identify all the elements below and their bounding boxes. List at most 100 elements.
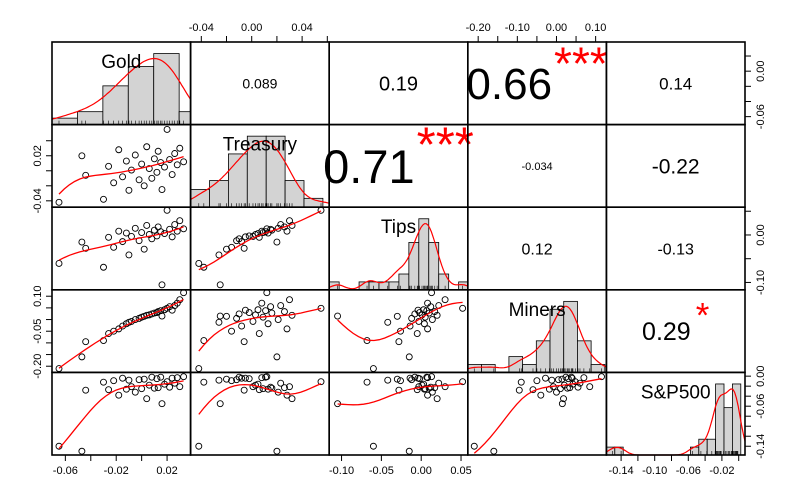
scatter-point <box>100 378 107 386</box>
scatter-point <box>490 447 498 455</box>
scatter-point <box>176 217 184 225</box>
panel-border-S&P500-Treasury <box>189 371 331 456</box>
corr-number: -0.034 <box>521 161 552 173</box>
scatter-point <box>554 376 562 384</box>
scatter-point <box>55 260 63 267</box>
scatter-point <box>171 221 179 228</box>
scatter-point <box>384 376 392 384</box>
corr-value-Gold-Miners: 0.66*** <box>466 37 607 109</box>
scatter-point <box>574 383 582 391</box>
panel-border-Tips-Treasury <box>189 206 331 291</box>
scatter-point <box>428 289 436 297</box>
panel-border-Tips-Gold <box>51 206 192 291</box>
scatter-panel-S&P500-vs-Tips <box>334 373 467 455</box>
scatter-point <box>241 374 249 382</box>
scatter-point <box>195 260 203 267</box>
scatter-point <box>143 222 151 229</box>
scatter-point <box>286 296 293 304</box>
scatter-point <box>459 304 467 312</box>
scatter-point <box>245 309 253 316</box>
scatter-point <box>78 238 86 246</box>
panel-border-S&P500-Gold <box>51 371 192 456</box>
scatter-point <box>273 353 281 361</box>
diag-panel-Treasury: Treasury <box>190 135 330 208</box>
scatter-point <box>82 244 90 252</box>
scatter-point <box>145 165 153 172</box>
axis-tick-label: 0.04 <box>291 22 312 34</box>
corr-number: 0.12 <box>522 241 553 258</box>
scatter-point <box>140 245 148 253</box>
scatter-point <box>78 152 86 160</box>
scatter-point <box>158 400 166 408</box>
axis-tick-label: 0.02 <box>32 145 44 166</box>
scatter-point <box>82 386 90 394</box>
scatter-point <box>148 373 156 381</box>
panel-border-S&P500-S&P500 <box>605 371 746 456</box>
scatter-point <box>100 263 107 271</box>
axis-tick-label: -0.10 <box>755 270 767 295</box>
scatter-point <box>254 306 262 314</box>
scatter-point <box>418 381 426 389</box>
axis-tick-label: -0.06 <box>755 394 767 419</box>
scatter-point <box>55 198 63 206</box>
scatter-point <box>264 320 272 328</box>
scatter-point <box>223 312 230 320</box>
axis-tick-label: 0.02 <box>156 465 177 477</box>
scatter-point <box>154 384 162 392</box>
scatter-point <box>515 386 523 394</box>
scatter-point <box>281 223 288 231</box>
scatter-point <box>393 312 401 320</box>
scatter-panel-Tips-vs-Gold <box>55 206 188 289</box>
scatter-point <box>200 263 208 271</box>
scatter-panel-Miners-vs-Treasury <box>195 289 325 372</box>
hist-bar <box>368 281 380 291</box>
scatter-point <box>115 391 123 399</box>
panel-border-Miners-Treasury <box>189 288 331 374</box>
scatter-point <box>180 289 188 297</box>
scatter-point <box>173 374 181 382</box>
scatter-point <box>273 447 281 455</box>
scatter-point <box>414 306 422 314</box>
scatter-point <box>100 195 107 203</box>
scatter-point <box>55 365 63 372</box>
scatter-point <box>405 447 413 455</box>
scatter-point <box>158 312 166 320</box>
scatter-point <box>143 143 151 151</box>
scatter-point <box>441 383 449 391</box>
scatter-point <box>131 224 139 232</box>
scatter-point <box>176 383 184 391</box>
hist-bar <box>51 117 78 125</box>
diag-panel-Tips: Tips <box>328 217 469 291</box>
corr-value-Tips-S&P500: -0.13 <box>657 241 694 258</box>
scatter-point <box>168 171 176 178</box>
scatter-point <box>55 442 63 450</box>
scatter-point <box>235 310 243 318</box>
scatter-point <box>424 391 432 399</box>
scatter-point <box>580 374 588 382</box>
scatter-point <box>105 386 113 394</box>
corr-number: 0.29 <box>642 318 691 346</box>
scatter-point <box>411 373 419 381</box>
scatter-point <box>420 320 428 328</box>
scatter-point <box>235 235 243 243</box>
scatter-point <box>110 179 118 187</box>
axis-tick-label: -0.05 <box>369 465 394 477</box>
scatter-point <box>157 228 165 236</box>
corr-number: 0.71 <box>323 140 414 193</box>
scatter-point <box>459 378 467 386</box>
hist-bar <box>408 242 420 291</box>
hist-bar <box>732 383 742 456</box>
loess-line <box>337 301 463 342</box>
scatter-point <box>560 395 567 403</box>
corr-value-Gold-Tips: 0.19 <box>379 74 418 96</box>
scatter-point <box>131 388 139 396</box>
corr-number: -0.22 <box>652 155 700 178</box>
scatter-point <box>163 206 171 214</box>
scatter-point <box>119 173 127 181</box>
scatter-point <box>397 327 404 335</box>
diag-label-Treasury: Treasury <box>223 135 298 156</box>
scatter-point <box>153 375 161 383</box>
scatter-point <box>281 308 288 316</box>
scatter-point <box>245 375 253 383</box>
scatter-point <box>558 400 566 408</box>
